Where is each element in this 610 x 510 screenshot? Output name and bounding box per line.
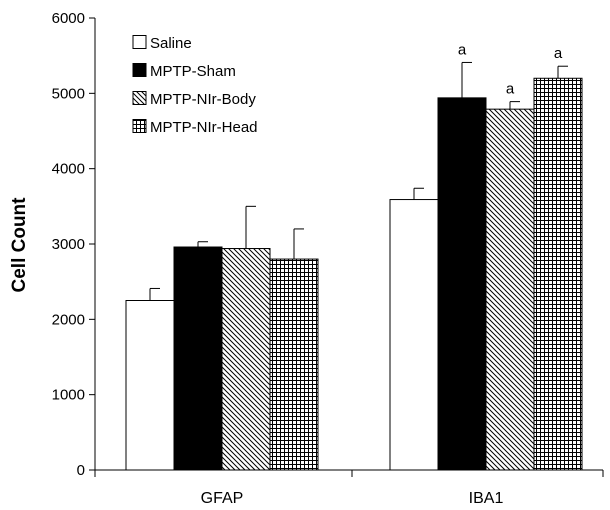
y-tick-label: 6000 (52, 10, 85, 27)
y-axis-title: Cell Count (9, 197, 30, 293)
significance-label: a (506, 81, 515, 98)
y-tick-label: 4000 (52, 161, 85, 178)
bar (485, 108, 535, 471)
significance-label: a (554, 45, 563, 62)
y-tick-label: 0 (77, 462, 85, 479)
bar (125, 300, 175, 471)
bar (269, 258, 319, 471)
y-tick-label: 2000 (52, 311, 85, 328)
bar (533, 77, 583, 471)
plot-area: 0 1000 2000 3000 4000 5000 6000 GFAP IBA1 a a a (52, 10, 604, 507)
bar (221, 248, 271, 471)
x-category-label: GFAP (201, 490, 244, 507)
legend-swatch (132, 63, 147, 77)
y-tick-label: 5000 (52, 85, 85, 102)
significance-label: a (458, 41, 467, 58)
legend: Saline MPTP-Sham MPTP-NIr-Body MPTP-NIr-Hea… (132, 35, 258, 136)
bar (437, 97, 487, 471)
legend-label: MPTP-NIr-Body (150, 91, 256, 108)
legend-swatch (132, 35, 147, 49)
legend-swatch (132, 119, 147, 133)
bar (173, 246, 223, 471)
legend-label: MPTP-Sham (150, 63, 236, 80)
legend-swatch (132, 91, 147, 105)
legend-label: Saline (150, 35, 192, 52)
legend-label: MPTP-NIr-Head (150, 119, 258, 136)
bar (389, 199, 439, 471)
y-tick-label: 3000 (52, 236, 85, 253)
y-tick-label: 1000 (52, 387, 85, 404)
x-category-label: IBA1 (469, 490, 504, 507)
